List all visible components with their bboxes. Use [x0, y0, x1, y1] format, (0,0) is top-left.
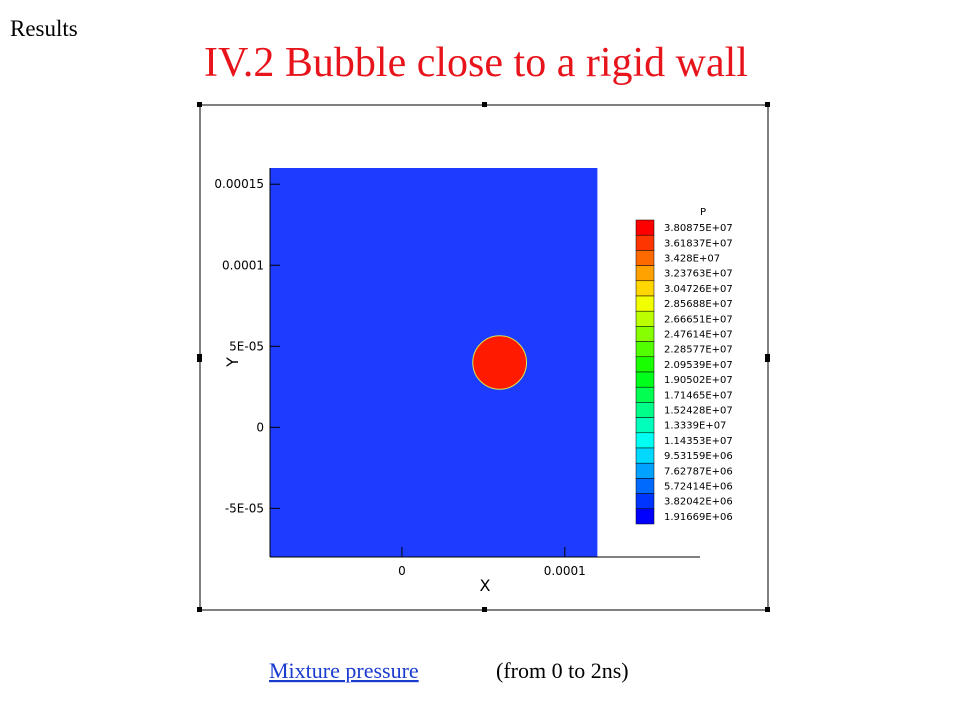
legend-swatch — [635, 295, 655, 312]
legend-swatch — [635, 402, 655, 418]
legend-swatch — [635, 341, 655, 358]
x-tick-label: 0.0001 — [544, 564, 586, 578]
legend-swatch — [635, 310, 655, 327]
legend-swatch — [635, 265, 655, 282]
legend-swatch — [635, 250, 655, 266]
legend-label: 1.14353E+07 — [664, 436, 733, 447]
bubble — [472, 335, 528, 390]
y-tick-label: 0 — [256, 420, 264, 434]
legend-swatch — [635, 447, 655, 464]
legend-label: 3.82042E+06 — [664, 497, 733, 508]
legend-swatch — [635, 371, 655, 388]
x-tick-label: 0 — [398, 564, 406, 578]
legend-swatch — [635, 326, 655, 342]
legend-swatch — [635, 432, 655, 449]
x-axis-label: X — [480, 576, 491, 595]
legend-swatch — [635, 417, 655, 434]
legend-label: 3.61837E+07 — [664, 238, 733, 249]
legend-label: 1.90502E+07 — [664, 375, 733, 386]
legend-label: 1.91669E+06 — [664, 512, 733, 523]
y-tick-label: 0.00015 — [214, 177, 264, 191]
legend-label: 1.52428E+07 — [664, 406, 733, 417]
field — [270, 168, 598, 557]
legend-label: 2.28577E+07 — [664, 345, 733, 356]
legend-swatch — [635, 478, 655, 494]
legend-swatch — [635, 356, 655, 373]
legend-label: 1.3339E+07 — [664, 421, 726, 432]
legend-swatch — [635, 219, 655, 236]
legend-label: 1.71465E+07 — [664, 390, 733, 401]
title: IV.2 Bubble close to a rigid wall — [204, 40, 748, 86]
legend-label: 2.85688E+07 — [664, 299, 733, 310]
legend-label: 5.72414E+06 — [664, 482, 733, 493]
caption-link[interactable]: Mixture pressure — [269, 658, 419, 683]
caption-text: (from 0 to 2ns) — [496, 658, 629, 683]
legend-swatch — [635, 493, 655, 510]
legend-swatch — [635, 462, 655, 479]
legend-label: 7.62787E+06 — [664, 466, 733, 477]
legend-label: 3.428E+07 — [664, 254, 720, 265]
legend-label: 9.53159E+06 — [664, 451, 733, 462]
y-tick-label: 0.0001 — [222, 258, 264, 272]
legend-label: 2.09539E+07 — [664, 360, 733, 371]
legend-label: 3.80875E+07 — [664, 223, 733, 234]
legend-label: 3.04726E+07 — [664, 284, 733, 295]
legend-label: 3.23763E+07 — [664, 269, 733, 280]
y-tick-label: -5E-05 — [225, 501, 264, 515]
legend-swatch — [635, 234, 655, 251]
legend-swatch — [635, 508, 655, 525]
frame-handles — [197, 102, 770, 612]
y-axis-label: Y — [223, 357, 242, 368]
legend-label: 2.66651E+07 — [664, 314, 733, 325]
header: Results — [10, 16, 78, 41]
legend-swatch — [635, 386, 655, 403]
legend-title: P — [700, 207, 706, 218]
legend-label: 2.47614E+07 — [664, 330, 733, 341]
legend-swatch — [635, 280, 655, 297]
y-tick-label: 5E-05 — [229, 339, 264, 353]
